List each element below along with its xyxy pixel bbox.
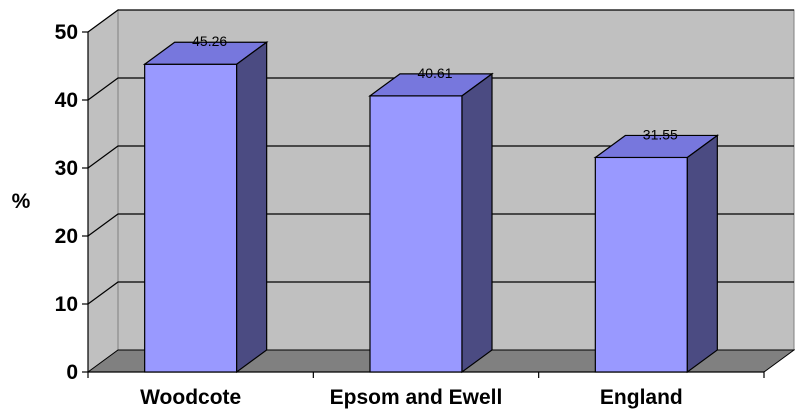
y-tick-label: 10 [55,293,78,316]
x-category-label: Epsom and Ewell [330,386,503,409]
labels: 0 10 20 30 40 50 45.26 Woodcote 40.61 Epsom and E… [55,21,683,409]
bar-side [686,134,718,374]
gridlines [87,9,794,305]
bar-1 [142,41,269,374]
bar-2 [368,72,494,374]
bar-front [594,156,688,373]
y-tick-label: 30 [55,157,78,180]
x-category-label: England [600,386,683,409]
data-label: 31.55 [643,126,678,142]
bar-side [461,72,493,374]
side-wall [87,9,119,373]
data-label: 40.61 [417,65,452,81]
gridline [87,9,794,33]
gridline [87,281,794,305]
gridline [87,145,794,169]
x-category-label: Woodcote [140,386,241,409]
bar-front [144,63,238,373]
bar-side [236,41,268,374]
y-tick-label: 20 [55,225,78,248]
y-tick-label: 50 [55,21,78,44]
bar-front [369,95,463,373]
gridline [87,213,794,237]
y-axis-label: % [12,190,31,213]
bar-3 [593,134,720,374]
bars [142,41,720,374]
y-tick-label: 0 [66,361,78,384]
data-label: 45.26 [192,33,227,49]
y-tick-label: 40 [55,89,78,112]
gridline [87,77,794,101]
